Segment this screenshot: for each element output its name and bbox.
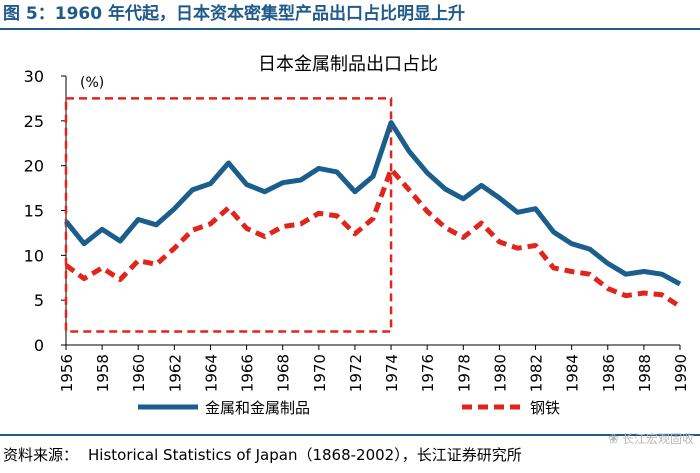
y-tick-label: 25	[24, 112, 44, 131]
x-tick-label: 1990	[672, 354, 690, 392]
x-tick-label: 1956	[58, 354, 76, 392]
chart-title: 日本金属制品出口占比	[258, 54, 438, 75]
y-tick-label: 5	[34, 291, 44, 310]
series-line-metals	[64, 120, 682, 287]
x-tick-label: 1982	[528, 354, 546, 392]
x-tick-label: 1962	[166, 354, 184, 392]
y-tick-label: 15	[24, 202, 44, 221]
x-tick-label: 1974	[383, 354, 401, 392]
x-tick-label: 1964	[202, 354, 220, 392]
y-unit-label: (%)	[80, 75, 104, 91]
y-tick-label: 30	[24, 67, 44, 86]
x-tick-label: 1976	[419, 354, 437, 392]
legend: 金属和金属制品 钢铁	[138, 399, 560, 417]
source-prefix: 资料来源：	[3, 446, 79, 464]
y-tick-label: 0	[34, 336, 44, 355]
x-axis-ticks: 1956 1958 1960 1962 1964 1966 1968 1970 1972 1974…	[58, 345, 690, 392]
x-tick-label: 1988	[636, 354, 654, 392]
y-axis-ticks: 0 5 10 15 20 25 30	[24, 67, 66, 355]
wechat-icon: ❀	[608, 432, 619, 447]
x-tick-label: 1980	[491, 354, 509, 392]
legend-label-steel: 钢铁	[530, 399, 560, 417]
highlight-box	[64, 97, 393, 333]
legend-label-metals: 金属和金属制品	[205, 399, 310, 417]
x-tick-label: 1986	[600, 354, 618, 392]
x-tick-label: 1972	[347, 354, 365, 392]
watermark-text: 长江宏观固收	[621, 432, 694, 446]
y-tick-label: 20	[24, 157, 44, 176]
watermark: ❀ 长江宏观固收	[608, 430, 694, 447]
figure-title: 图 5：1960 年代起，日本资本密集型产品出口占比明显上升	[0, 0, 700, 30]
x-tick-label: 1968	[275, 354, 293, 392]
y-tick-label: 10	[24, 246, 44, 265]
x-tick-label: 1970	[311, 354, 329, 392]
x-tick-label: 1966	[239, 354, 257, 392]
x-tick-label: 1984	[564, 354, 582, 392]
source-text: Historical Statistics of Japan（1868-2002…	[88, 446, 522, 464]
line-chart: 日本金属制品出口占比 (%) 0 5 10 15 20 25 30 1956 1958 1960…	[24, 54, 690, 417]
series-line-steel	[64, 166, 682, 309]
source-note: 资料来源： Historical Statistics of Japan（1868…	[0, 434, 700, 473]
x-tick-label: 1978	[455, 354, 473, 392]
x-tick-label: 1958	[94, 354, 112, 392]
x-tick-label: 1960	[130, 354, 148, 392]
